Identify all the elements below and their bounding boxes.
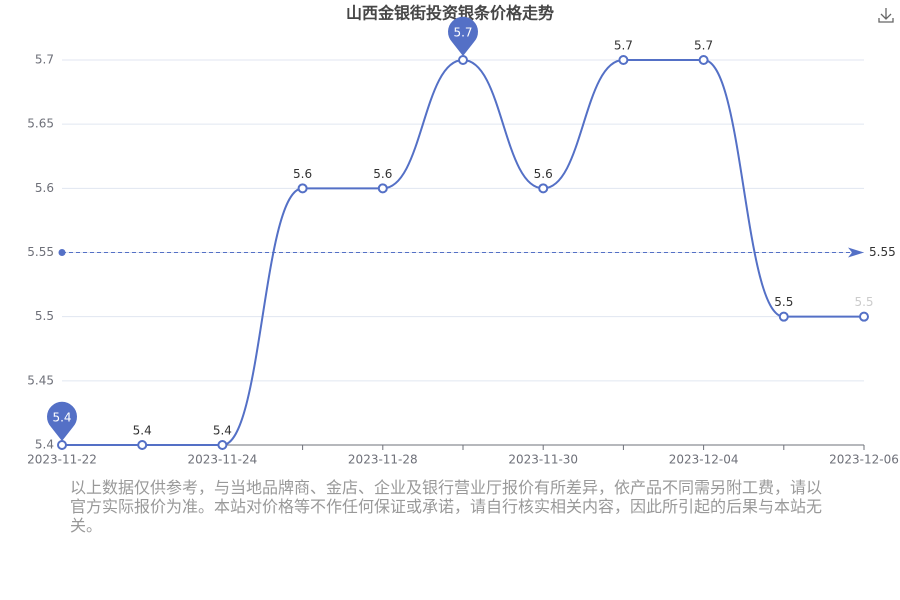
x-tick-label: 2023-11-22 [27,453,97,467]
data-label: 5.5 [774,295,793,309]
y-tick-label: 5.4 [35,438,54,452]
point [458,55,468,65]
mark-pin-label: 5.7 [453,26,472,40]
data-label: 5.6 [293,167,312,181]
y-tick-label: 5.5 [35,309,54,323]
point [57,440,67,450]
point [217,440,228,450]
mark-pin [448,16,479,56]
point [859,311,869,322]
x-tick-label: 2023-11-28 [348,453,418,467]
average-label: 5.55 [869,245,896,259]
mark-pin [47,401,77,441]
line [62,58,864,447]
data-label: 5.7 [614,39,633,53]
point [778,311,789,322]
data-label: 5.4 [213,424,232,438]
y-tick-label: 5.7 [35,53,54,67]
y-tick-label: 5.65 [27,117,54,131]
point [137,440,148,450]
point [297,183,308,194]
point [698,55,709,65]
data-label: 5.7 [694,39,713,53]
data-label: 5.5 [854,295,873,309]
mark-pin-label: 5.4 [52,411,71,425]
download-icon[interactable] [878,8,894,23]
data-label: 5.4 [133,424,152,438]
x-tick-label: 2023-12-06 [829,453,899,467]
data-label: 5.6 [534,167,553,181]
y-tick-label: 5.55 [27,245,54,259]
x-tick-label: 2023-12-04 [669,453,739,467]
x-tick-label: 2023-11-24 [188,453,258,467]
disclaimer: 以上数据仅供参考，与当地品牌商、金店、企业及银行营业厅报价有所差异，依产品不同需… [70,478,823,535]
average-start [58,249,66,256]
y-tick-label: 5.45 [27,373,54,387]
point [377,183,388,194]
y-tick-label: 5.6 [35,181,54,195]
x-tick-label: 2023-11-30 [508,453,578,467]
data-label: 5.6 [373,167,392,181]
point [618,55,629,65]
average-arrow [848,247,864,258]
chart-title: 山西金银街投资银条价格走势 [346,4,554,23]
point [538,183,549,194]
